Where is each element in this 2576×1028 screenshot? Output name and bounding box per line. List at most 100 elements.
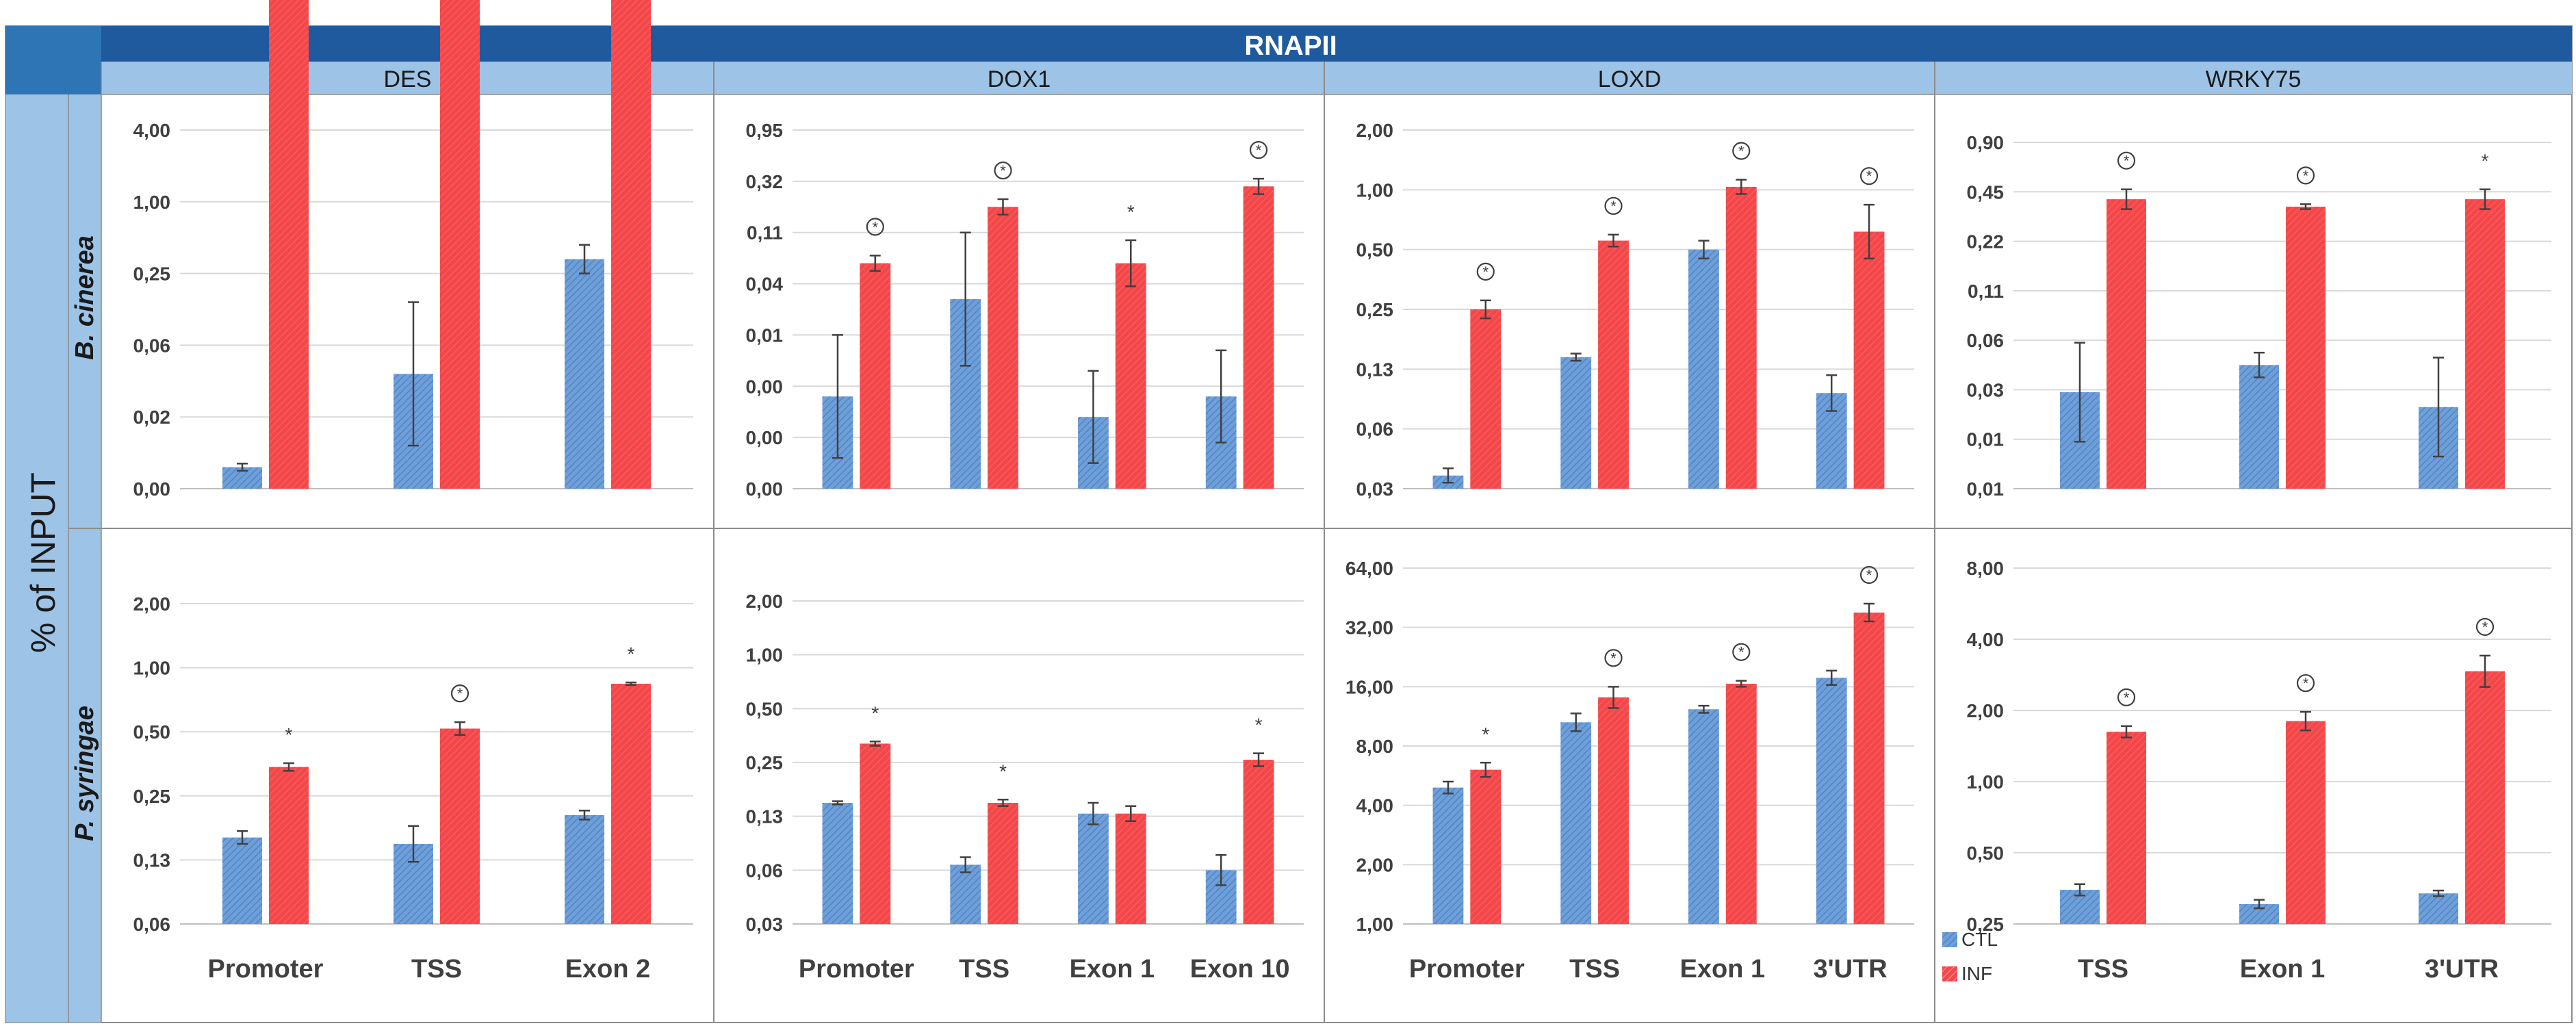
significance-circle-marker — [1476, 262, 1495, 281]
inf-bar-texture — [2465, 671, 2505, 924]
y-tick-label: 0,00 — [746, 376, 784, 397]
significance-star: * — [1127, 201, 1135, 222]
significance-circle-marker — [450, 684, 469, 703]
legend-swatch-ctl — [1942, 932, 1957, 947]
inf-bar-texture — [1470, 769, 1502, 924]
panel-wrky75-p-syringae: 0,25 0,50 1,00 2,00 4,00 8,00 * TSS * Exon 1 * 3'UT… — [1967, 558, 2551, 984]
ctl-bar — [1078, 813, 1109, 924]
x-category-label: TSS — [1569, 955, 1620, 984]
x-category-label: Exon 2 — [565, 955, 651, 984]
y-tick-label: 0,45 — [1967, 181, 2005, 203]
y-tick-label: 0,50 — [1356, 240, 1394, 261]
significance-circle-marker — [1732, 142, 1751, 160]
y-tick-label: 1,00 — [133, 192, 171, 213]
x-category-label: 3'UTR — [1813, 955, 1887, 984]
significance-circle-marker — [1604, 649, 1623, 667]
significance-star: * — [2124, 153, 2130, 170]
significance-star: * — [2482, 619, 2488, 636]
inf-bar-texture — [2465, 199, 2505, 489]
y-tick-label: 0,01 — [1967, 429, 2005, 450]
x-category-label: Exon 10 — [1190, 955, 1290, 984]
inf-bar-texture — [611, 0, 651, 489]
inf-bar-texture — [1598, 697, 1629, 924]
y-tick-label: 2,00 — [133, 593, 171, 615]
inf-bar-texture — [2286, 721, 2326, 924]
x-category-label: TSS — [2078, 955, 2128, 984]
significance-circle-marker — [2296, 166, 2315, 185]
significance-star: * — [2482, 151, 2489, 172]
y-tick-label: 2,00 — [1967, 700, 2005, 721]
inf-bar-texture — [269, 767, 309, 924]
inf-bar-texture — [2286, 206, 2326, 489]
ctl-bar — [822, 803, 853, 924]
ctl-bar — [1560, 722, 1592, 924]
y-tick-label: 64,00 — [1345, 558, 1393, 579]
y-tick-label: 0,90 — [1967, 132, 2005, 153]
significance-circle-marker — [2117, 151, 2136, 170]
x-category-label: Exon 1 — [2240, 955, 2326, 984]
significance-star: * — [2303, 167, 2309, 184]
ctl-bar — [1816, 678, 1847, 924]
inf-bar-texture — [440, 0, 480, 489]
y-tick-label: 0,00 — [746, 478, 784, 500]
y-tick-label: 0,06 — [133, 335, 171, 356]
x-category-label: 3'UTR — [2425, 955, 2499, 984]
significance-circle-marker — [1604, 196, 1623, 215]
significance-circle-marker — [994, 161, 1012, 180]
significance-star: * — [1738, 142, 1744, 159]
y-tick-label: 1,00 — [1967, 771, 2005, 793]
inf-bar-texture — [1853, 613, 1885, 924]
gene-header-des: DES — [384, 66, 432, 92]
y-tick-label: 0,06 — [1967, 330, 2005, 351]
y-tick-label: 8,00 — [1967, 558, 2005, 579]
ctl-bar — [1432, 787, 1464, 924]
inf-bar-texture — [1243, 186, 1274, 489]
ctl-bar — [1688, 249, 1719, 489]
gene-band — [101, 62, 2572, 94]
y-tick-label: 0,13 — [746, 806, 784, 827]
significance-circle-marker — [2117, 688, 2136, 706]
significance-star: * — [2303, 675, 2309, 692]
y-tick-label: 8,00 — [1356, 736, 1394, 757]
y-tick-label: 1,00 — [1356, 179, 1394, 201]
y-tick-label: 0,06 — [1356, 419, 1394, 440]
ctl-bar — [565, 814, 604, 924]
inf-bar-texture — [1243, 760, 1274, 924]
y-tick-label: 2,00 — [1356, 854, 1394, 875]
significance-star: * — [457, 685, 463, 702]
y-tick-label: 4,00 — [1356, 795, 1394, 817]
significance-star: * — [871, 702, 879, 723]
y-tick-label: 0,25 — [1967, 914, 2005, 935]
y-tick-label: 0,01 — [1967, 478, 2005, 500]
legend-label-ctl: CTL — [1961, 929, 1998, 950]
significance-circle-marker — [1859, 167, 1879, 185]
significance-star: * — [1483, 264, 1489, 281]
panel-wrky75-b-cinerea: 0,01 0,01 0,03 0,06 0,11 0,22 0,45 0,90 * * * — [1967, 132, 2551, 500]
y-tick-label: 2,00 — [1356, 120, 1394, 141]
gene-header-loxd: LOXD — [1598, 66, 1662, 92]
significance-circle-marker — [2475, 617, 2495, 637]
y-tick-label: 0,25 — [133, 264, 171, 285]
inf-bar-texture — [440, 728, 480, 924]
ctl-bar — [2419, 893, 2458, 924]
panel-des-b-cinerea: 0,000,020,060,251,004,00*** — [133, 0, 693, 500]
y-tick-label: 0,95 — [746, 120, 784, 141]
ctl-bar — [950, 864, 981, 924]
significance-star: * — [2124, 689, 2130, 706]
significance-star: * — [1610, 650, 1617, 667]
legend-label-inf: INF — [1961, 963, 1992, 984]
significance-star: * — [285, 724, 293, 745]
x-category-label: TSS — [411, 955, 462, 984]
y-tick-label: 0,50 — [746, 698, 784, 719]
y-tick-label: 0,02 — [133, 407, 171, 428]
y-tick-label: 0,03 — [746, 914, 784, 935]
significance-star: * — [1610, 198, 1617, 215]
significance-star: * — [1738, 644, 1744, 661]
corner-block — [5, 26, 101, 94]
significance-star: * — [1000, 162, 1006, 179]
x-category-label: TSS — [959, 955, 1009, 984]
significance-circle-marker — [1859, 565, 1879, 584]
significance-circle-marker — [866, 218, 884, 236]
y-label-band — [5, 94, 68, 1023]
